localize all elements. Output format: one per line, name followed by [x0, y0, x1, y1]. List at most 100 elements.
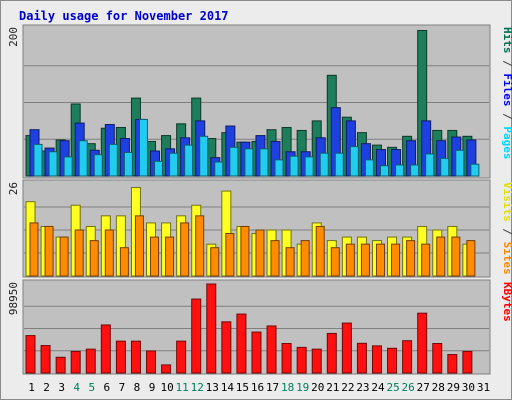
bar-kbytes-day-3 [55, 356, 66, 374]
x-tick-label-10: 10 [160, 381, 173, 394]
bar-sites-day-14 [225, 233, 235, 277]
x-tick-label-28: 28 [432, 381, 445, 394]
x-tick-label-18: 18 [281, 381, 294, 394]
bar-pages-day-3 [63, 156, 73, 177]
bar-sites-day-10 [165, 236, 175, 277]
series-label-middle: Visits / Sites [501, 182, 512, 275]
bar-pages-day-13 [214, 161, 224, 177]
bar-kbytes-day-11 [176, 340, 187, 374]
bar-sites-day-4 [74, 229, 84, 277]
bar-pages-day-29 [455, 149, 465, 177]
x-tick-label-23: 23 [356, 381, 369, 394]
bar-sites-day-2 [44, 225, 54, 277]
bar-pages-day-27 [425, 153, 435, 177]
ymax-label-middle: 26 [7, 182, 20, 195]
bar-sites-day-21 [330, 247, 340, 277]
bar-kbytes-day-28 [432, 342, 443, 374]
bar-pages-day-10 [169, 152, 179, 177]
x-tick-label-14: 14 [221, 381, 235, 394]
bar-kbytes-day-4 [70, 350, 81, 374]
x-tick-label-6: 6 [104, 381, 111, 394]
bar-pages-day-23 [364, 159, 374, 177]
bar-sites-day-12 [195, 215, 205, 277]
bar-kbytes-day-6 [100, 324, 111, 374]
bar-kbytes-day-30 [462, 350, 473, 374]
bar-sites-day-30 [466, 240, 476, 277]
bar-kbytes-day-8 [130, 340, 141, 374]
x-tick-label-12: 12 [191, 381, 204, 394]
x-tick-label-20: 20 [311, 381, 324, 394]
x-tick-label-22: 22 [341, 381, 354, 394]
bar-kbytes-day-27 [417, 312, 428, 374]
bar-sites-day-5 [89, 240, 99, 277]
bar-sites-day-28 [436, 236, 446, 277]
bar-pages-day-14 [229, 146, 239, 177]
bar-pages-day-5 [93, 154, 103, 177]
bar-pages-day-7 [123, 151, 133, 177]
x-tick-label-30: 30 [462, 381, 475, 394]
bar-sites-day-29 [451, 236, 461, 277]
bar-sites-day-19 [300, 240, 310, 277]
x-tick-label-13: 13 [206, 381, 219, 394]
bar-kbytes-day-25 [387, 347, 398, 374]
bar-sites-day-11 [180, 222, 190, 277]
series-label-bottom: KBytes [501, 282, 512, 322]
x-tick-label-7: 7 [119, 381, 126, 394]
x-tick-label-16: 16 [251, 381, 264, 394]
bar-kbytes-day-18 [281, 342, 292, 374]
bar-kbytes-day-13 [206, 283, 217, 374]
bar-sites-day-22 [345, 243, 355, 277]
x-tick-label-8: 8 [134, 381, 141, 394]
bar-sites-day-9 [150, 236, 160, 277]
bar-sites-day-26 [406, 240, 416, 277]
x-tick-label-17: 17 [266, 381, 279, 394]
bar-pages-day-12 [199, 135, 209, 177]
bar-pages-day-30 [470, 163, 480, 177]
bar-sites-day-3 [59, 236, 69, 277]
bar-pages-day-6 [108, 143, 118, 177]
bar-sites-day-18 [285, 247, 295, 277]
bar-sites-day-8 [134, 215, 144, 277]
bar-pages-day-11 [184, 144, 194, 177]
x-tick-label-5: 5 [88, 381, 95, 394]
bar-kbytes-day-1 [25, 335, 36, 374]
x-tick-label-25: 25 [386, 381, 399, 394]
x-tick-label-9: 9 [149, 381, 156, 394]
chart-title: Daily usage for November 2017 [19, 9, 229, 23]
bar-kbytes-day-26 [402, 340, 413, 374]
bar-pages-day-25 [395, 164, 405, 177]
bar-kbytes-day-17 [266, 325, 277, 374]
bar-sites-day-1 [29, 222, 39, 277]
bar-pages-day-15 [244, 148, 254, 177]
bar-sites-day-24 [375, 243, 385, 277]
bar-kbytes-day-14 [221, 321, 232, 374]
bar-sites-day-23 [360, 243, 370, 277]
bar-kbytes-day-9 [146, 350, 157, 374]
bar-pages-day-2 [48, 151, 58, 177]
bar-sites-day-16 [255, 229, 265, 277]
bar-kbytes-day-2 [40, 345, 51, 374]
bar-sites-day-17 [270, 240, 280, 277]
bar-sites-day-20 [315, 225, 325, 277]
x-tick-label-4: 4 [73, 381, 80, 394]
x-tick-label-11: 11 [176, 381, 189, 394]
bar-sites-day-25 [391, 243, 401, 277]
x-tick-label-26: 26 [402, 381, 415, 394]
x-tick-label-21: 21 [326, 381, 339, 394]
bar-kbytes-day-10 [161, 364, 172, 374]
x-tick-label-27: 27 [417, 381, 430, 394]
bar-pages-day-28 [440, 157, 450, 177]
bar-kbytes-day-12 [191, 298, 202, 374]
bar-pages-day-16 [259, 148, 269, 177]
bar-kbytes-day-23 [356, 342, 367, 374]
bar-sites-day-15 [240, 225, 250, 277]
x-tick-label-24: 24 [371, 381, 385, 394]
bar-kbytes-day-7 [115, 340, 126, 374]
x-tick-label-15: 15 [236, 381, 249, 394]
x-tick-label-19: 19 [296, 381, 309, 394]
bar-pages-day-26 [410, 164, 420, 177]
bar-sites-day-13 [210, 247, 220, 277]
bar-pages-day-4 [78, 140, 88, 177]
bar-sites-day-27 [421, 243, 431, 277]
bar-pages-day-18 [289, 155, 299, 177]
